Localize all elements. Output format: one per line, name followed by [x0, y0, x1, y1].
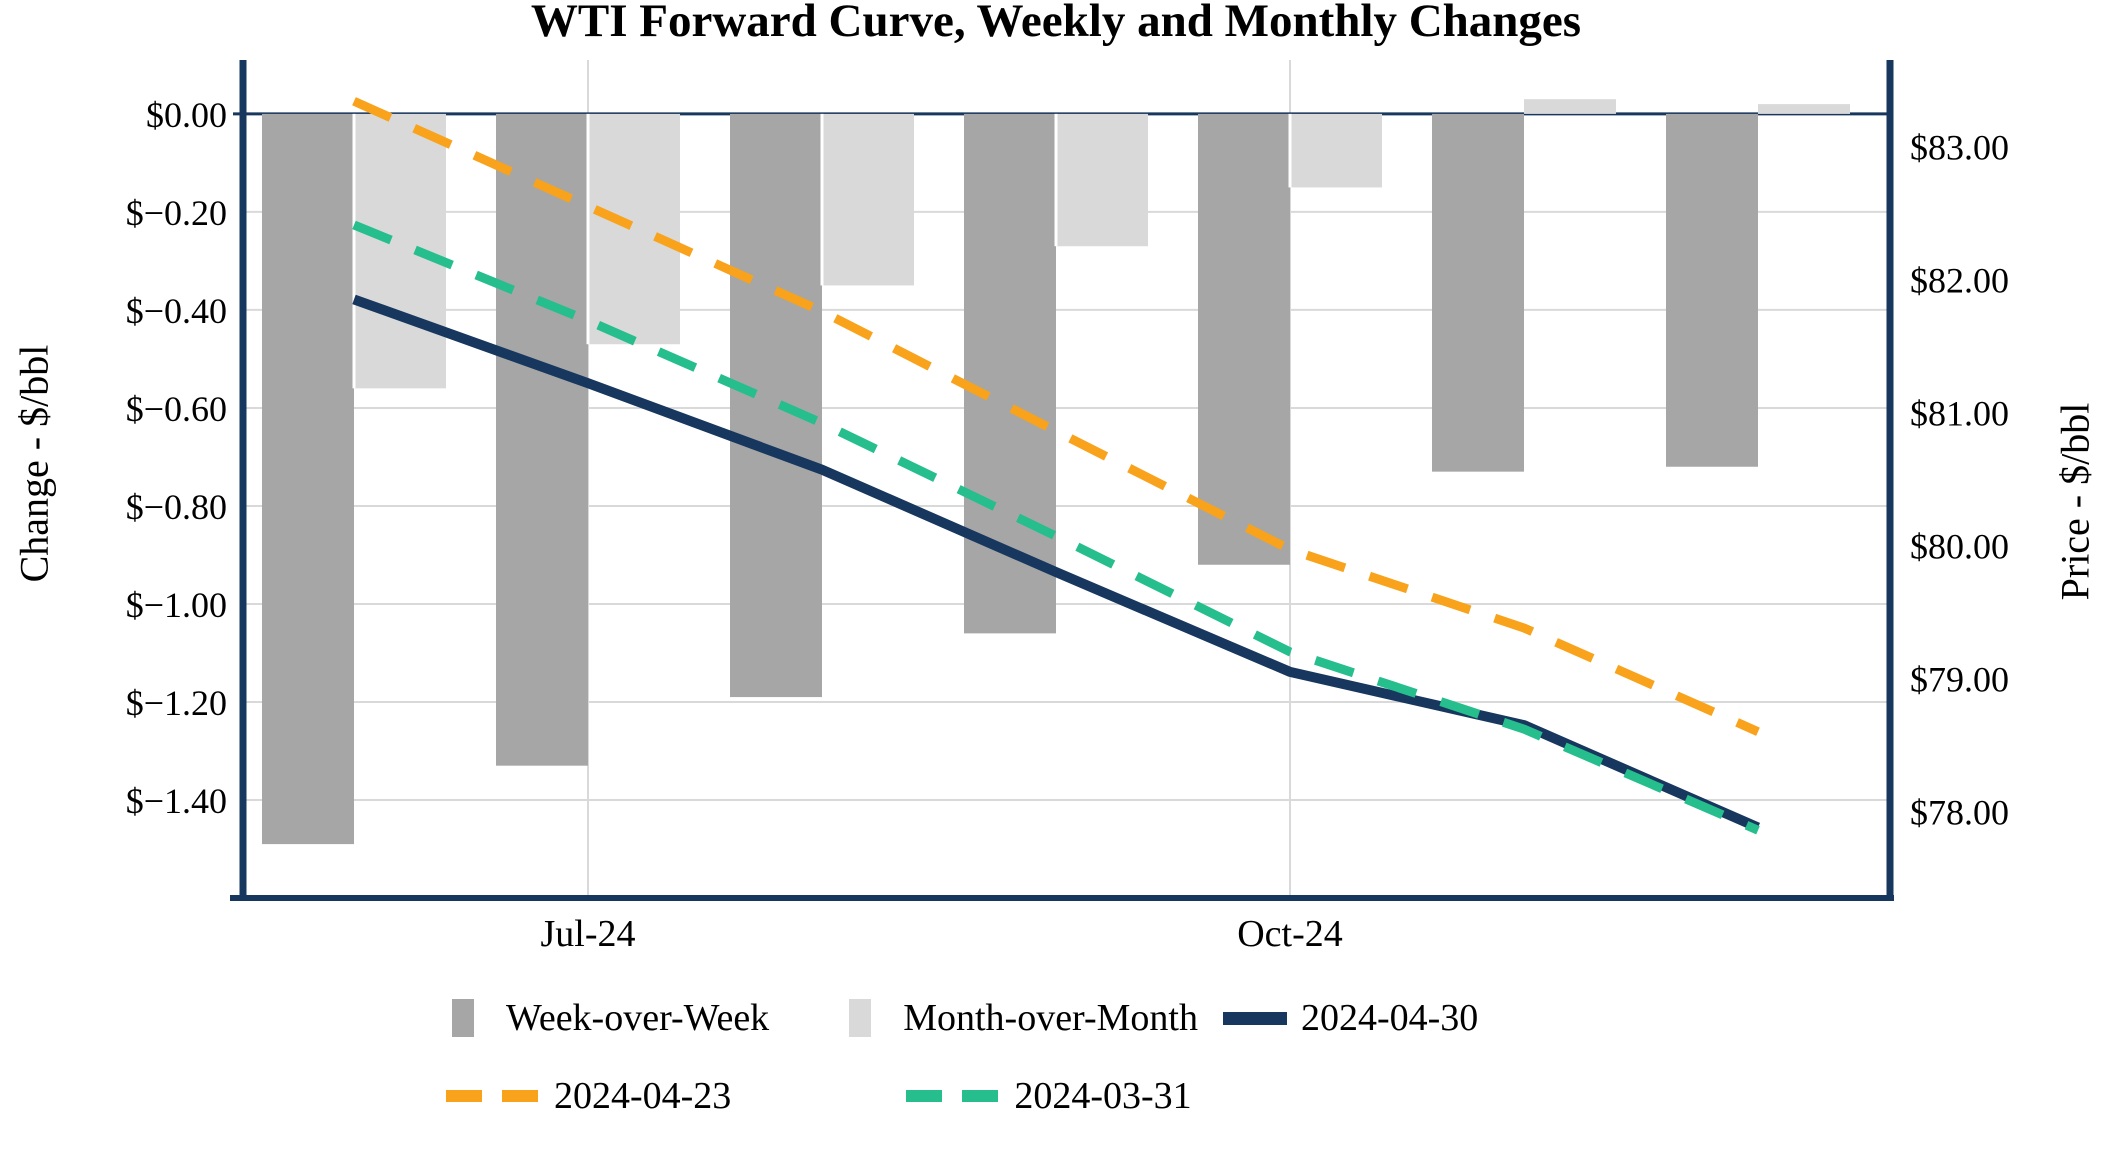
orange-dashed-line-swatch-icon [446, 1090, 538, 1102]
left-axis-tick-label: $−0.60 [126, 389, 227, 429]
right-axis-tick-label: $82.00 [1910, 260, 2009, 300]
legend-row: Week-over-Week Month-over-Month 2024-04-… [452, 996, 1478, 1040]
legend-label: Week-over-Week [506, 997, 770, 1039]
legend-item-2024-03-31: 2024-03-31 [906, 1074, 1192, 1118]
bar-seam [1054, 113, 1058, 247]
bar-seam [1288, 113, 1292, 188]
right-axis-tick-label: $79.00 [1910, 660, 2009, 700]
left-axis-tick-label: $−0.40 [126, 291, 227, 331]
legend-item-week-over-week: Week-over-Week [452, 996, 769, 1040]
bar-seam [586, 113, 590, 345]
month-over-month-swatch-icon [849, 999, 872, 1037]
bar-month-over-month-nov-24 [1524, 99, 1616, 114]
bar-seam [352, 113, 356, 389]
bar-week-over-week-dec-24 [1666, 113, 1758, 467]
legend-label: Month-over-Month [903, 997, 1198, 1039]
legend-item-2024-04-30: 2024-04-30 [1222, 996, 1479, 1040]
bar-month-over-month-jul-24 [588, 113, 680, 345]
legend-item-month-over-month: Month-over-Month [849, 996, 1198, 1040]
left-axis-tick-label: $−0.80 [126, 487, 227, 527]
legend-row: 2024-04-23 2024-03-31 [446, 1074, 1192, 1118]
bar-week-over-week-nov-24 [1432, 113, 1524, 472]
bar-month-over-month-dec-24 [1758, 104, 1850, 114]
chart-title: WTI Forward Curve, Weekly and Monthly Ch… [530, 0, 1582, 47]
left-axis-tick-label: $−0.20 [126, 193, 227, 233]
right-axis-tick-label: $78.00 [1910, 793, 2009, 833]
right-axis-tick-label: $83.00 [1910, 127, 2009, 167]
plot-area: $0.00 $−0.20 $−0.40 $−0.60 $−0.80 $−1.00 $−1.2… [126, 60, 2009, 955]
line-2024-03-31 [352, 220, 1760, 835]
bar-week-over-week-aug-24 [730, 113, 822, 698]
left-axis-tick-label: $−1.40 [126, 781, 227, 821]
left-axis-tick-label: $−1.20 [126, 683, 227, 723]
legend-label: 2024-03-31 [1014, 1075, 1192, 1117]
bar-week-over-week-oct-24 [1198, 113, 1290, 565]
bar-week-over-week-jul-24 [496, 113, 588, 766]
line-2024-04-23 [352, 97, 1760, 736]
week-over-week-swatch-icon [452, 999, 474, 1037]
legend-item-2024-04-23: 2024-04-23 [446, 1074, 731, 1118]
left-axis-tick-label: $−1.00 [126, 585, 227, 625]
green-dashed-line-swatch-icon [906, 1090, 999, 1102]
bar-seam [820, 113, 824, 286]
x-axis-tick-label: Jul-24 [541, 913, 636, 955]
bar-month-over-month-sep-24 [1056, 113, 1148, 247]
bar-month-over-month-aug-24 [822, 113, 914, 286]
solid-line-swatch-icon [1222, 1011, 1287, 1025]
legend-label: 2024-04-23 [554, 1075, 732, 1117]
bar-month-over-month-oct-24 [1290, 113, 1382, 188]
right-axis-tick-label: $80.00 [1910, 527, 2009, 567]
legend-label: 2024-04-30 [1300, 997, 1479, 1039]
left-axis-tick-label: $0.00 [146, 95, 227, 135]
bar-week-over-week-jun-24 [262, 113, 354, 845]
bar-month-over-month-jun-24 [354, 113, 446, 389]
x-axis-tick-label: Oct-24 [1237, 913, 1343, 955]
right-axis-tick-label: $81.00 [1910, 393, 2009, 433]
